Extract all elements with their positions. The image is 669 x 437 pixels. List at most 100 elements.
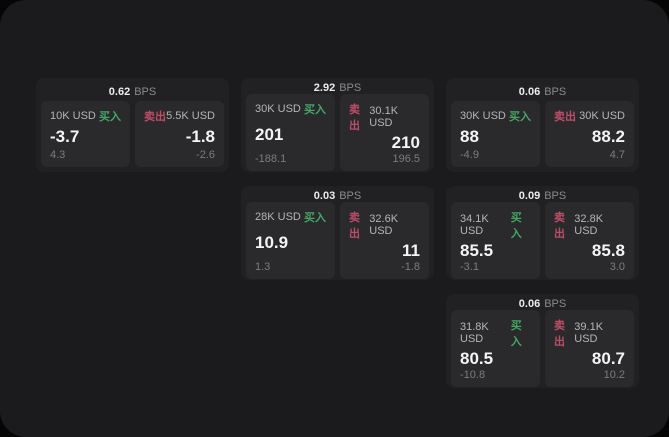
sell-size: 5.5K USD — [166, 110, 215, 122]
buy-side-label: 买入 — [304, 212, 326, 224]
sell-price: 210 — [391, 133, 420, 152]
buy-delta: 1.3 — [255, 261, 271, 273]
sell-size: 30.1K USD — [369, 105, 399, 129]
card-header: 0.06 BPS — [451, 298, 634, 310]
card-header: 0.03 BPS — [246, 190, 429, 202]
buy-delta: -3.1 — [460, 261, 479, 273]
sell-delta: 196.5 — [392, 153, 420, 165]
buy-price: 201 — [255, 125, 284, 144]
sell-price: 88.2 — [591, 126, 625, 146]
sell-panel-top: 卖出 39.1K USD — [554, 317, 625, 349]
card-header: 2.92 BPS — [246, 82, 429, 94]
spread-card-board: 0.62 BPS 10K USD 买入 -3.7 4.3 卖出 5.5K USD… — [36, 78, 639, 388]
buy-delta: -10.8 — [460, 369, 486, 381]
sell-price: -1.8 — [185, 126, 215, 146]
quote-panels: 34.1K USD 买入 85.5 -3.1 卖出 32.8K USD 85.8… — [451, 202, 634, 279]
bps-value: 0.06 — [518, 298, 541, 310]
sell-side-label: 卖出 — [554, 320, 565, 348]
bps-value: 0.06 — [518, 85, 541, 98]
card-header: 0.06 BPS — [451, 82, 634, 101]
sell-quote-panel[interactable]: 卖出 5.5K USD -1.8 -2.6 — [135, 101, 224, 167]
buy-quote-panel[interactable]: 30K USD 买入 201 -188.1 — [246, 94, 335, 171]
sell-side-label: 卖出 — [349, 104, 360, 132]
bps-value: 2.92 — [313, 82, 336, 94]
buy-price: 80.5 — [460, 349, 494, 368]
bps-unit-label: BPS — [544, 85, 567, 98]
buy-price: 88 — [460, 126, 479, 146]
buy-quote-panel[interactable]: 28K USD 买入 10.9 1.3 — [246, 202, 335, 279]
buy-panel-top: 34.1K USD 买入 — [460, 209, 531, 241]
buy-price: 10.9 — [255, 233, 289, 252]
bps-value: 0.62 — [108, 85, 131, 98]
sell-price: 11 — [402, 241, 420, 260]
sell-delta: -1.8 — [401, 261, 420, 273]
buy-panel-top: 30K USD 买入 — [460, 108, 531, 124]
sell-quote-panel[interactable]: 卖出 32.8K USD 85.8 3.0 — [545, 202, 634, 279]
buy-delta: -188.1 — [255, 153, 287, 165]
sell-panel-top: 卖出 32.8K USD — [554, 209, 625, 241]
buy-panel-top: 28K USD 买入 — [255, 209, 326, 225]
buy-size: 10K USD — [50, 110, 96, 122]
sell-price: 80.7 — [591, 349, 625, 368]
buy-price: -3.7 — [50, 126, 80, 146]
sell-size: 30K USD — [579, 110, 625, 122]
buy-side-label: 买入 — [509, 111, 531, 123]
buy-side-label: 买入 — [99, 111, 121, 123]
bps-unit-label: BPS — [544, 298, 567, 310]
buy-side-label: 买入 — [510, 320, 522, 348]
sell-panel-top: 卖出 30K USD — [554, 108, 625, 124]
spread-card: 2.92 BPS 30K USD 买入 201 -188.1 卖出 30.1K … — [241, 78, 434, 172]
sell-quote-panel[interactable]: 卖出 32.6K USD 11 -1.8 — [340, 202, 429, 279]
sell-side-label: 卖出 — [554, 212, 565, 240]
sell-panel-top: 卖出 30.1K USD — [349, 101, 420, 133]
buy-panel-top: 30K USD 买入 — [255, 101, 326, 117]
buy-quote-panel[interactable]: 10K USD 买入 -3.7 4.3 — [41, 101, 130, 167]
card-header: 0.09 BPS — [451, 190, 634, 202]
sell-size: 32.8K USD — [574, 213, 604, 237]
bps-value: 0.03 — [313, 190, 336, 202]
buy-quote-panel[interactable]: 31.8K USD 买入 80.5 -10.8 — [451, 310, 540, 387]
sell-quote-panel[interactable]: 卖出 39.1K USD 80.7 10.2 — [545, 310, 634, 387]
buy-quote-panel[interactable]: 30K USD 买入 88 -4.9 — [451, 101, 540, 167]
buy-side-label: 买入 — [510, 212, 522, 240]
spread-card: 0.62 BPS 10K USD 买入 -3.7 4.3 卖出 5.5K USD… — [36, 78, 229, 172]
spread-card: 0.03 BPS 28K USD 买入 10.9 1.3 卖出 32.6K US… — [241, 186, 434, 280]
bps-unit-label: BPS — [134, 85, 157, 98]
quote-panels: 28K USD 买入 10.9 1.3 卖出 32.6K USD 11 -1.8 — [246, 202, 429, 279]
buy-quote-panel[interactable]: 34.1K USD 买入 85.5 -3.1 — [451, 202, 540, 279]
sell-panel-top: 卖出 32.6K USD — [349, 209, 420, 241]
sell-quote-panel[interactable]: 卖出 30K USD 88.2 4.7 — [545, 101, 634, 167]
sell-price: 85.8 — [591, 241, 625, 260]
buy-delta: -4.9 — [460, 149, 479, 161]
spread-card: 0.06 BPS 31.8K USD 买入 80.5 -10.8 卖出 39.1… — [446, 294, 639, 388]
quote-panels: 10K USD 买入 -3.7 4.3 卖出 5.5K USD -1.8 -2.… — [41, 101, 224, 167]
bps-unit-label: BPS — [339, 190, 362, 202]
buy-size: 30K USD — [460, 110, 506, 122]
quote-panels: 30K USD 买入 201 -188.1 卖出 30.1K USD 210 1… — [246, 94, 429, 171]
sell-delta: 3.0 — [609, 261, 625, 273]
sell-side-label: 卖出 — [349, 212, 360, 240]
sell-side-label: 卖出 — [144, 111, 166, 123]
sell-delta: 4.7 — [609, 149, 625, 161]
bps-unit-label: BPS — [339, 82, 362, 94]
buy-size: 30K USD — [255, 103, 301, 115]
sell-size: 32.6K USD — [369, 213, 399, 237]
bps-value: 0.09 — [518, 190, 541, 202]
buy-price: 85.5 — [460, 241, 494, 260]
sell-panel-top: 卖出 5.5K USD — [144, 108, 215, 124]
sell-side-label: 卖出 — [554, 111, 576, 123]
quote-panels: 30K USD 买入 88 -4.9 卖出 30K USD 88.2 4.7 — [451, 101, 634, 167]
buy-panel-top: 10K USD 买入 — [50, 108, 121, 124]
spread-card: 0.06 BPS 30K USD 买入 88 -4.9 卖出 30K USD 8… — [446, 78, 639, 172]
buy-size: 31.8K USD — [460, 321, 489, 345]
sell-size: 39.1K USD — [574, 321, 604, 345]
quote-panels: 31.8K USD 买入 80.5 -10.8 卖出 39.1K USD 80.… — [451, 310, 634, 387]
buy-size: 34.1K USD — [460, 213, 489, 237]
buy-delta: 4.3 — [50, 149, 66, 161]
buy-panel-top: 31.8K USD 买入 — [460, 317, 531, 349]
sell-delta: 10.2 — [603, 369, 625, 381]
buy-size: 28K USD — [255, 211, 301, 223]
sell-delta: -2.6 — [196, 149, 215, 161]
sell-quote-panel[interactable]: 卖出 30.1K USD 210 196.5 — [340, 94, 429, 171]
